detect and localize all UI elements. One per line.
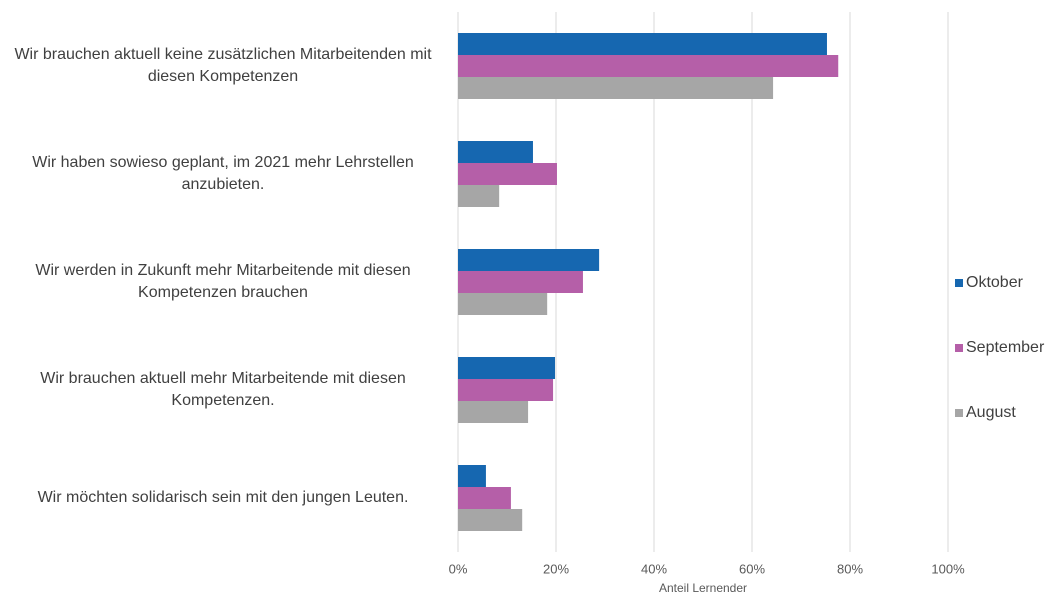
x-tick-label: 40%	[641, 561, 667, 576]
bar	[458, 33, 827, 55]
legend-label: Oktober	[966, 274, 1024, 291]
bar	[458, 487, 511, 509]
bar	[458, 55, 839, 77]
y-tick-label: Wir brauchen aktuell mehr Mitarbeitende …	[40, 370, 406, 409]
x-tick-label: 20%	[543, 561, 569, 576]
y-tick-label: Wir brauchen aktuell keine zusätzlichen …	[14, 46, 432, 85]
legend-swatch	[955, 344, 963, 352]
y-tick-label: Wir werden in Zukunft mehr Mitarbeitende…	[35, 262, 411, 301]
bar	[458, 271, 583, 293]
x-tick-label: 80%	[837, 561, 863, 576]
x-axis-label: Anteil Lernender	[659, 581, 747, 594]
x-tick-label: 100%	[931, 561, 965, 576]
x-tick-label: 60%	[739, 561, 765, 576]
bar	[458, 401, 529, 423]
bar	[458, 293, 548, 315]
bar	[458, 379, 554, 401]
bar	[458, 509, 523, 531]
y-tick-label: Wir möchten solidarisch sein mit den jun…	[37, 489, 409, 506]
bar	[458, 163, 557, 185]
y-tick-label: Wir haben sowieso geplant, im 2021 mehr …	[32, 154, 414, 193]
legend-label: September	[966, 339, 1045, 356]
bar	[458, 249, 600, 271]
legend-swatch	[955, 409, 963, 417]
bar	[458, 77, 774, 99]
legend-label: August	[966, 404, 1016, 421]
legend-swatch	[955, 279, 963, 287]
bar	[458, 465, 486, 487]
bar	[458, 141, 533, 163]
bar	[458, 357, 556, 379]
x-tick-label: 0%	[449, 561, 468, 576]
bar	[458, 185, 500, 207]
